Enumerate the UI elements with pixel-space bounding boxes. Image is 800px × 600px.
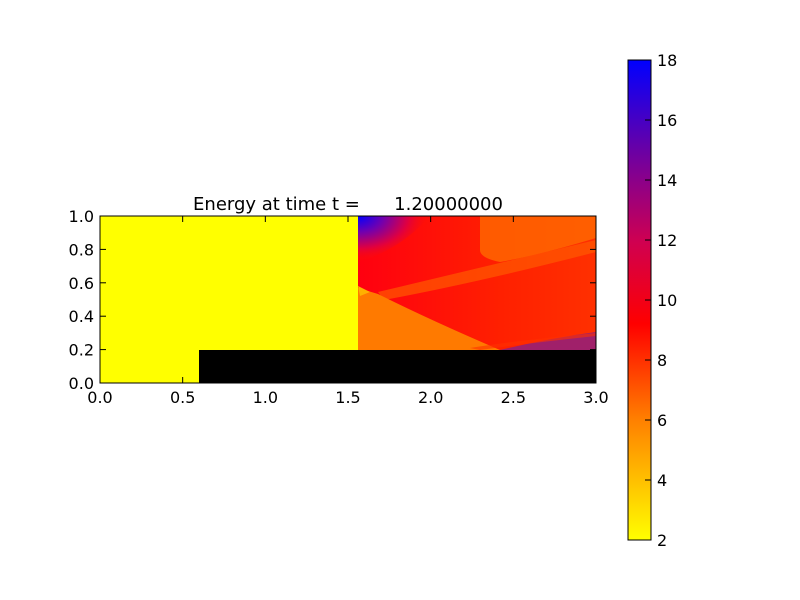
colorbar-tick-label: 18 [657, 51, 677, 70]
x-tick-label: 0.0 [87, 388, 112, 407]
x-tick-label: 1.0 [253, 388, 278, 407]
step-obstacle [199, 350, 596, 383]
colorbar-tick-label: 8 [657, 351, 667, 370]
heatmap [100, 216, 596, 383]
fan-edge [358, 286, 370, 296]
y-tick-label: 1.0 [69, 207, 94, 226]
colorbar-tick-label: 4 [657, 471, 667, 490]
region-corner-high-energy [358, 216, 430, 262]
x-tick-label: 3.0 [583, 388, 608, 407]
y-axis: 0.0 0.2 0.4 0.6 0.8 1.0 [69, 207, 596, 393]
x-tick-label: 0.5 [170, 388, 195, 407]
colorbar-tick-label: 14 [657, 171, 677, 190]
region-upper-right-orange [480, 216, 596, 262]
colorbar-tick-label: 16 [657, 111, 677, 130]
colorbar-axis: 2 4 6 8 10 12 14 16 18 [645, 51, 677, 550]
y-tick-label: 0.4 [69, 307, 94, 326]
x-tick-label: 2.5 [501, 388, 526, 407]
x-tick-label: 2.0 [418, 388, 443, 407]
chart-title: Energy at time t = 1.20000000 [193, 194, 503, 215]
y-tick-label: 0.6 [69, 274, 94, 293]
reflected-band [470, 333, 596, 350]
y-tick-label: 0.2 [69, 341, 94, 360]
colorbar-tick-label: 6 [657, 411, 667, 430]
colorbar-tick-label: 12 [657, 231, 677, 250]
region-lower-fan [358, 288, 500, 350]
x-tick-label: 1.5 [335, 388, 360, 407]
colorbar-tick-label: 2 [657, 531, 667, 550]
y-tick-label: 0.0 [69, 374, 94, 393]
x-axis: 0.0 0.5 1.0 1.5 2.0 2.5 3.0 [87, 216, 609, 407]
y-tick-label: 0.8 [69, 240, 94, 259]
slip-line-upper [378, 240, 596, 300]
colorbar-tick-label: 10 [657, 291, 677, 310]
